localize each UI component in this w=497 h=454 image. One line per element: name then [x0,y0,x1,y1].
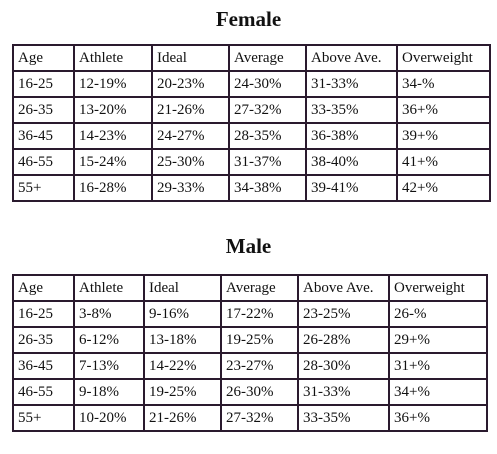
table-cell: 28-35% [228,122,307,150]
table-cell: 33-35% [305,96,398,124]
column-header: Average [228,44,307,72]
table-cell: 27-32% [220,404,299,432]
table-row: 46-55 9-18% 19-25% 26-30% 31-33% 34+% [12,378,488,406]
table-cell: 26-30% [220,378,299,406]
age-range-cell: 55+ [12,404,75,432]
table-cell: 39+% [396,122,491,150]
table-row: 26-35 13-20% 21-26% 27-32% 33-35% 36+% [12,96,491,124]
column-header: Age [12,274,75,302]
column-header: Overweight [396,44,491,72]
column-header: Age [12,44,75,72]
column-header: Athlete [73,274,145,302]
table-cell: 16-28% [73,174,153,202]
table-cell: 24-30% [228,70,307,98]
table-cell: 13-20% [73,96,153,124]
column-header: Above Ave. [297,274,390,302]
table-cell: 31-37% [228,148,307,176]
table-cell: 19-25% [220,326,299,354]
table-cell: 13-18% [143,326,222,354]
table-cell: 14-22% [143,352,222,380]
column-header: Athlete [73,44,153,72]
table-cell: 6-12% [73,326,145,354]
table-cell: 12-19% [73,70,153,98]
column-header: Above Ave. [305,44,398,72]
age-range-cell: 36-45 [12,122,75,150]
female-table-title: Female [215,7,282,31]
table-cell: 31+% [388,352,488,380]
table-cell: 15-24% [73,148,153,176]
table-cell: 3-8% [73,300,145,328]
table-cell: 33-35% [297,404,390,432]
table-row: 46-55 15-24% 25-30% 31-37% 38-40% 41+% [12,148,491,176]
female-body-fat-table: Age Athlete Ideal Average Above Ave. Overweig… [12,44,491,202]
table-cell: 36+% [388,404,488,432]
column-header: Ideal [151,44,230,72]
table-cell: 29+% [388,326,488,354]
table-cell: 29-33% [151,174,230,202]
age-range-cell: 26-35 [12,326,75,354]
age-range-cell: 16-25 [12,300,75,328]
table-cell: 23-25% [297,300,390,328]
table-cell: 27-32% [228,96,307,124]
table-cell: 17-22% [220,300,299,328]
table-row: 16-25 3-8% 9-16% 17-22% 23-25% 26-% [12,300,488,328]
female-table-body: Age Athlete Ideal Average Above Ave. Overweig… [12,44,491,202]
table-cell: 10-20% [73,404,145,432]
table-cell: 34-38% [228,174,307,202]
table-cell: 21-26% [143,404,222,432]
table-cell: 14-23% [73,122,153,150]
table-cell: 31-33% [297,378,390,406]
table-cell: 9-18% [73,378,145,406]
male-table-title: Male [225,234,272,258]
table-row: 55+ 10-20% 21-26% 27-32% 33-35% 36+% [12,404,488,432]
age-range-cell: 16-25 [12,70,75,98]
table-cell: 28-30% [297,352,390,380]
table-cell: 34+% [388,378,488,406]
male-table-body: Age Athlete Ideal Average Above Ave. Overweig… [12,274,488,432]
age-range-cell: 46-55 [12,148,75,176]
header-row: Age Athlete Ideal Average Above Ave. Overweig… [12,44,491,72]
column-header: Average [220,274,299,302]
table-cell: 21-26% [151,96,230,124]
age-range-cell: 26-35 [12,96,75,124]
table-cell: 24-27% [151,122,230,150]
column-header: Ideal [143,274,222,302]
table-cell: 31-33% [305,70,398,98]
column-header: Overweight [388,274,488,302]
table-cell: 36+% [396,96,491,124]
table-cell: 20-23% [151,70,230,98]
table-cell: 26-% [388,300,488,328]
table-row: 36-45 7-13% 14-22% 23-27% 28-30% 31+% [12,352,488,380]
table-cell: 39-41% [305,174,398,202]
table-cell: 38-40% [305,148,398,176]
table-cell: 34-% [396,70,491,98]
age-range-cell: 36-45 [12,352,75,380]
age-range-cell: 46-55 [12,378,75,406]
table-row: 36-45 14-23% 24-27% 28-35% 36-38% 39+% [12,122,491,150]
table-row: 16-25 12-19% 20-23% 24-30% 31-33% 34-% [12,70,491,98]
table-cell: 25-30% [151,148,230,176]
header-row: Age Athlete Ideal Average Above Ave. Overweig… [12,274,488,302]
table-cell: 19-25% [143,378,222,406]
age-range-cell: 55+ [12,174,75,202]
table-cell: 23-27% [220,352,299,380]
table-row: 55+ 16-28% 29-33% 34-38% 39-41% 42+% [12,174,491,202]
table-cell: 42+% [396,174,491,202]
table-cell: 9-16% [143,300,222,328]
table-cell: 26-28% [297,326,390,354]
table-cell: 41+% [396,148,491,176]
male-body-fat-table: Age Athlete Ideal Average Above Ave. Overweig… [12,274,488,432]
table-row: 26-35 6-12% 13-18% 19-25% 26-28% 29+% [12,326,488,354]
table-cell: 36-38% [305,122,398,150]
table-cell: 7-13% [73,352,145,380]
